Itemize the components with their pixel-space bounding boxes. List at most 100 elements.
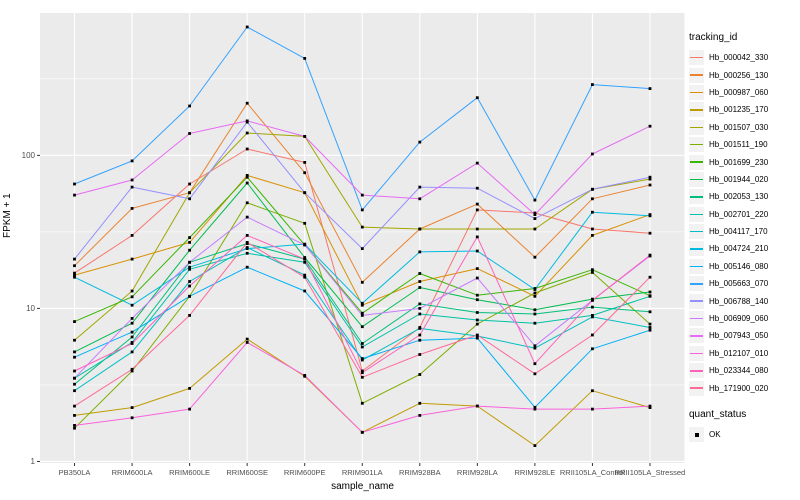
data-point-Hb_000987_060 (591, 234, 594, 237)
legend-key-line-icon (690, 56, 703, 59)
data-point-Hb_023344_080 (188, 284, 191, 288)
legend-item: Hb_007943_050 (689, 327, 799, 344)
x-tick-label: RRIM600PE (284, 468, 326, 477)
legend-key-swatch (689, 345, 704, 361)
data-point-Hb_007943_050 (648, 124, 652, 128)
data-point-Hb_000987_060 (188, 241, 191, 244)
data-point-Hb_000256_130 (591, 197, 594, 201)
quant-status-legend: quant_status OK (689, 409, 799, 443)
data-point-Hb_001944_020 (245, 181, 249, 185)
data-point-Hb_005663_070 (245, 25, 249, 29)
data-point-Hb_006788_140 (303, 191, 307, 195)
data-point-Hb_023344_080 (73, 369, 76, 373)
data-point-Hb_005146_080 (245, 265, 249, 269)
legend-item: Hb_001511_190 (689, 136, 799, 153)
legend-key-line-icon (690, 230, 703, 233)
legend-key-swatch (689, 84, 704, 100)
data-point-Hb_001235_170 (188, 387, 191, 390)
data-point-Hb_005663_070 (418, 140, 422, 144)
data-point-Hb_000987_060 (418, 280, 422, 283)
data-point-Hb_002053_130 (648, 310, 652, 314)
data-point-Hb_012107_010 (303, 374, 307, 377)
data-point-Hb_000042_330 (591, 227, 594, 231)
data-point-Hb_001507_030 (73, 338, 76, 342)
data-point-Hb_001507_030 (648, 177, 652, 181)
data-point-Hb_005663_070 (360, 208, 364, 212)
data-point-Hb_006909_060 (130, 317, 134, 320)
data-point-Hb_007943_050 (591, 152, 594, 156)
legend-item-label: Hb_001699_230 (709, 157, 769, 167)
legend-item-label: Hb_000042_330 (709, 53, 769, 63)
data-point-Hb_002701_220 (188, 267, 191, 271)
data-point-Hb_171900_020 (591, 333, 594, 337)
data-point-Hb_001507_030 (360, 225, 364, 229)
data-point-Hb_000256_130 (130, 207, 134, 210)
data-point-Hb_001944_020 (130, 321, 134, 325)
legend-key-line-icon (690, 317, 703, 320)
quant-legend-rows: OK (689, 426, 799, 443)
data-point-Hb_004724_210 (245, 247, 249, 250)
data-point-Hb_006788_140 (475, 186, 479, 190)
data-point-Hb_012107_010 (591, 407, 594, 411)
legend-item: Hb_012107_010 (689, 345, 799, 362)
quant-key-swatch (689, 427, 704, 442)
data-point-Hb_005663_070 (648, 87, 652, 90)
data-point-Hb_000042_330 (130, 234, 134, 237)
legend-key-swatch (689, 137, 704, 153)
data-point-Hb_005663_070 (475, 96, 479, 100)
data-point-Hb_001699_230 (418, 272, 422, 275)
data-point-Hb_001511_190 (360, 401, 364, 405)
quant-legend-item: OK (689, 426, 799, 443)
data-point-Hb_004724_210 (73, 275, 76, 279)
legend-key-swatch (689, 311, 704, 327)
legend-item: Hb_023344_080 (689, 362, 799, 379)
data-point-Hb_001944_020 (360, 325, 364, 329)
data-point-Hb_001235_170 (73, 414, 76, 417)
data-point-Hb_000042_330 (533, 211, 537, 215)
data-point-Hb_001944_020 (475, 298, 479, 302)
legend-key-line-icon (690, 178, 703, 181)
data-point-Hb_000987_060 (130, 257, 134, 261)
legend-key-line-icon (690, 300, 703, 302)
data-point-Hb_004724_210 (188, 265, 191, 269)
data-point-Hb_004117_170 (533, 346, 537, 350)
data-point-Hb_005663_070 (130, 159, 134, 163)
legend-item: Hb_001235_170 (689, 101, 799, 118)
data-point-Hb_023344_080 (303, 257, 307, 261)
legend-key-swatch (689, 363, 704, 379)
legend-key-line-icon (690, 283, 703, 285)
data-point-Hb_007943_050 (533, 213, 537, 216)
legend-key-swatch (689, 67, 704, 83)
y-tick-label: 10 (26, 304, 35, 313)
legend-key-line-icon (690, 248, 703, 250)
legend-rows: Hb_000042_330 Hb_000256_130 Hb_000987_060 H… (689, 49, 799, 397)
legend-title-tracking-id: tracking_id (689, 32, 738, 43)
data-point-Hb_006788_140 (418, 185, 422, 189)
data-point-Hb_006909_060 (73, 376, 76, 380)
legend-item: Hb_000042_330 (689, 49, 799, 66)
legend-item-label: Hb_000256_130 (709, 70, 769, 80)
data-point-Hb_001944_020 (73, 350, 76, 354)
x-tick-label: RRIM901LA (342, 468, 383, 477)
data-point-Hb_004724_210 (648, 214, 652, 218)
data-point-Hb_000042_330 (475, 208, 479, 212)
data-point-Hb_002701_220 (591, 314, 594, 317)
data-point-Hb_002701_220 (303, 260, 307, 264)
data-point-Hb_005146_080 (303, 289, 307, 293)
legend-key-swatch (689, 276, 704, 292)
data-point-Hb_012107_010 (245, 341, 249, 344)
data-point-Hb_000042_330 (245, 147, 249, 151)
data-point-Hb_012107_010 (73, 424, 76, 427)
data-point-Hb_000256_130 (73, 264, 76, 268)
data-point-Hb_001511_190 (73, 426, 76, 430)
data-point-Hb_006909_060 (303, 243, 307, 247)
legend-item-label: Hb_004724_210 (709, 244, 769, 254)
legend-item: Hb_006788_140 (689, 292, 799, 309)
data-point-Hb_006788_140 (533, 217, 537, 220)
legend-item-label: Hb_005663_070 (709, 279, 769, 289)
data-point-Hb_005146_080 (591, 347, 594, 351)
x-axis-title: sample_name (331, 481, 394, 492)
legend-item: Hb_006909_060 (689, 310, 799, 327)
data-point-Hb_171900_020 (245, 241, 249, 244)
data-point-Hb_000042_330 (303, 161, 307, 164)
